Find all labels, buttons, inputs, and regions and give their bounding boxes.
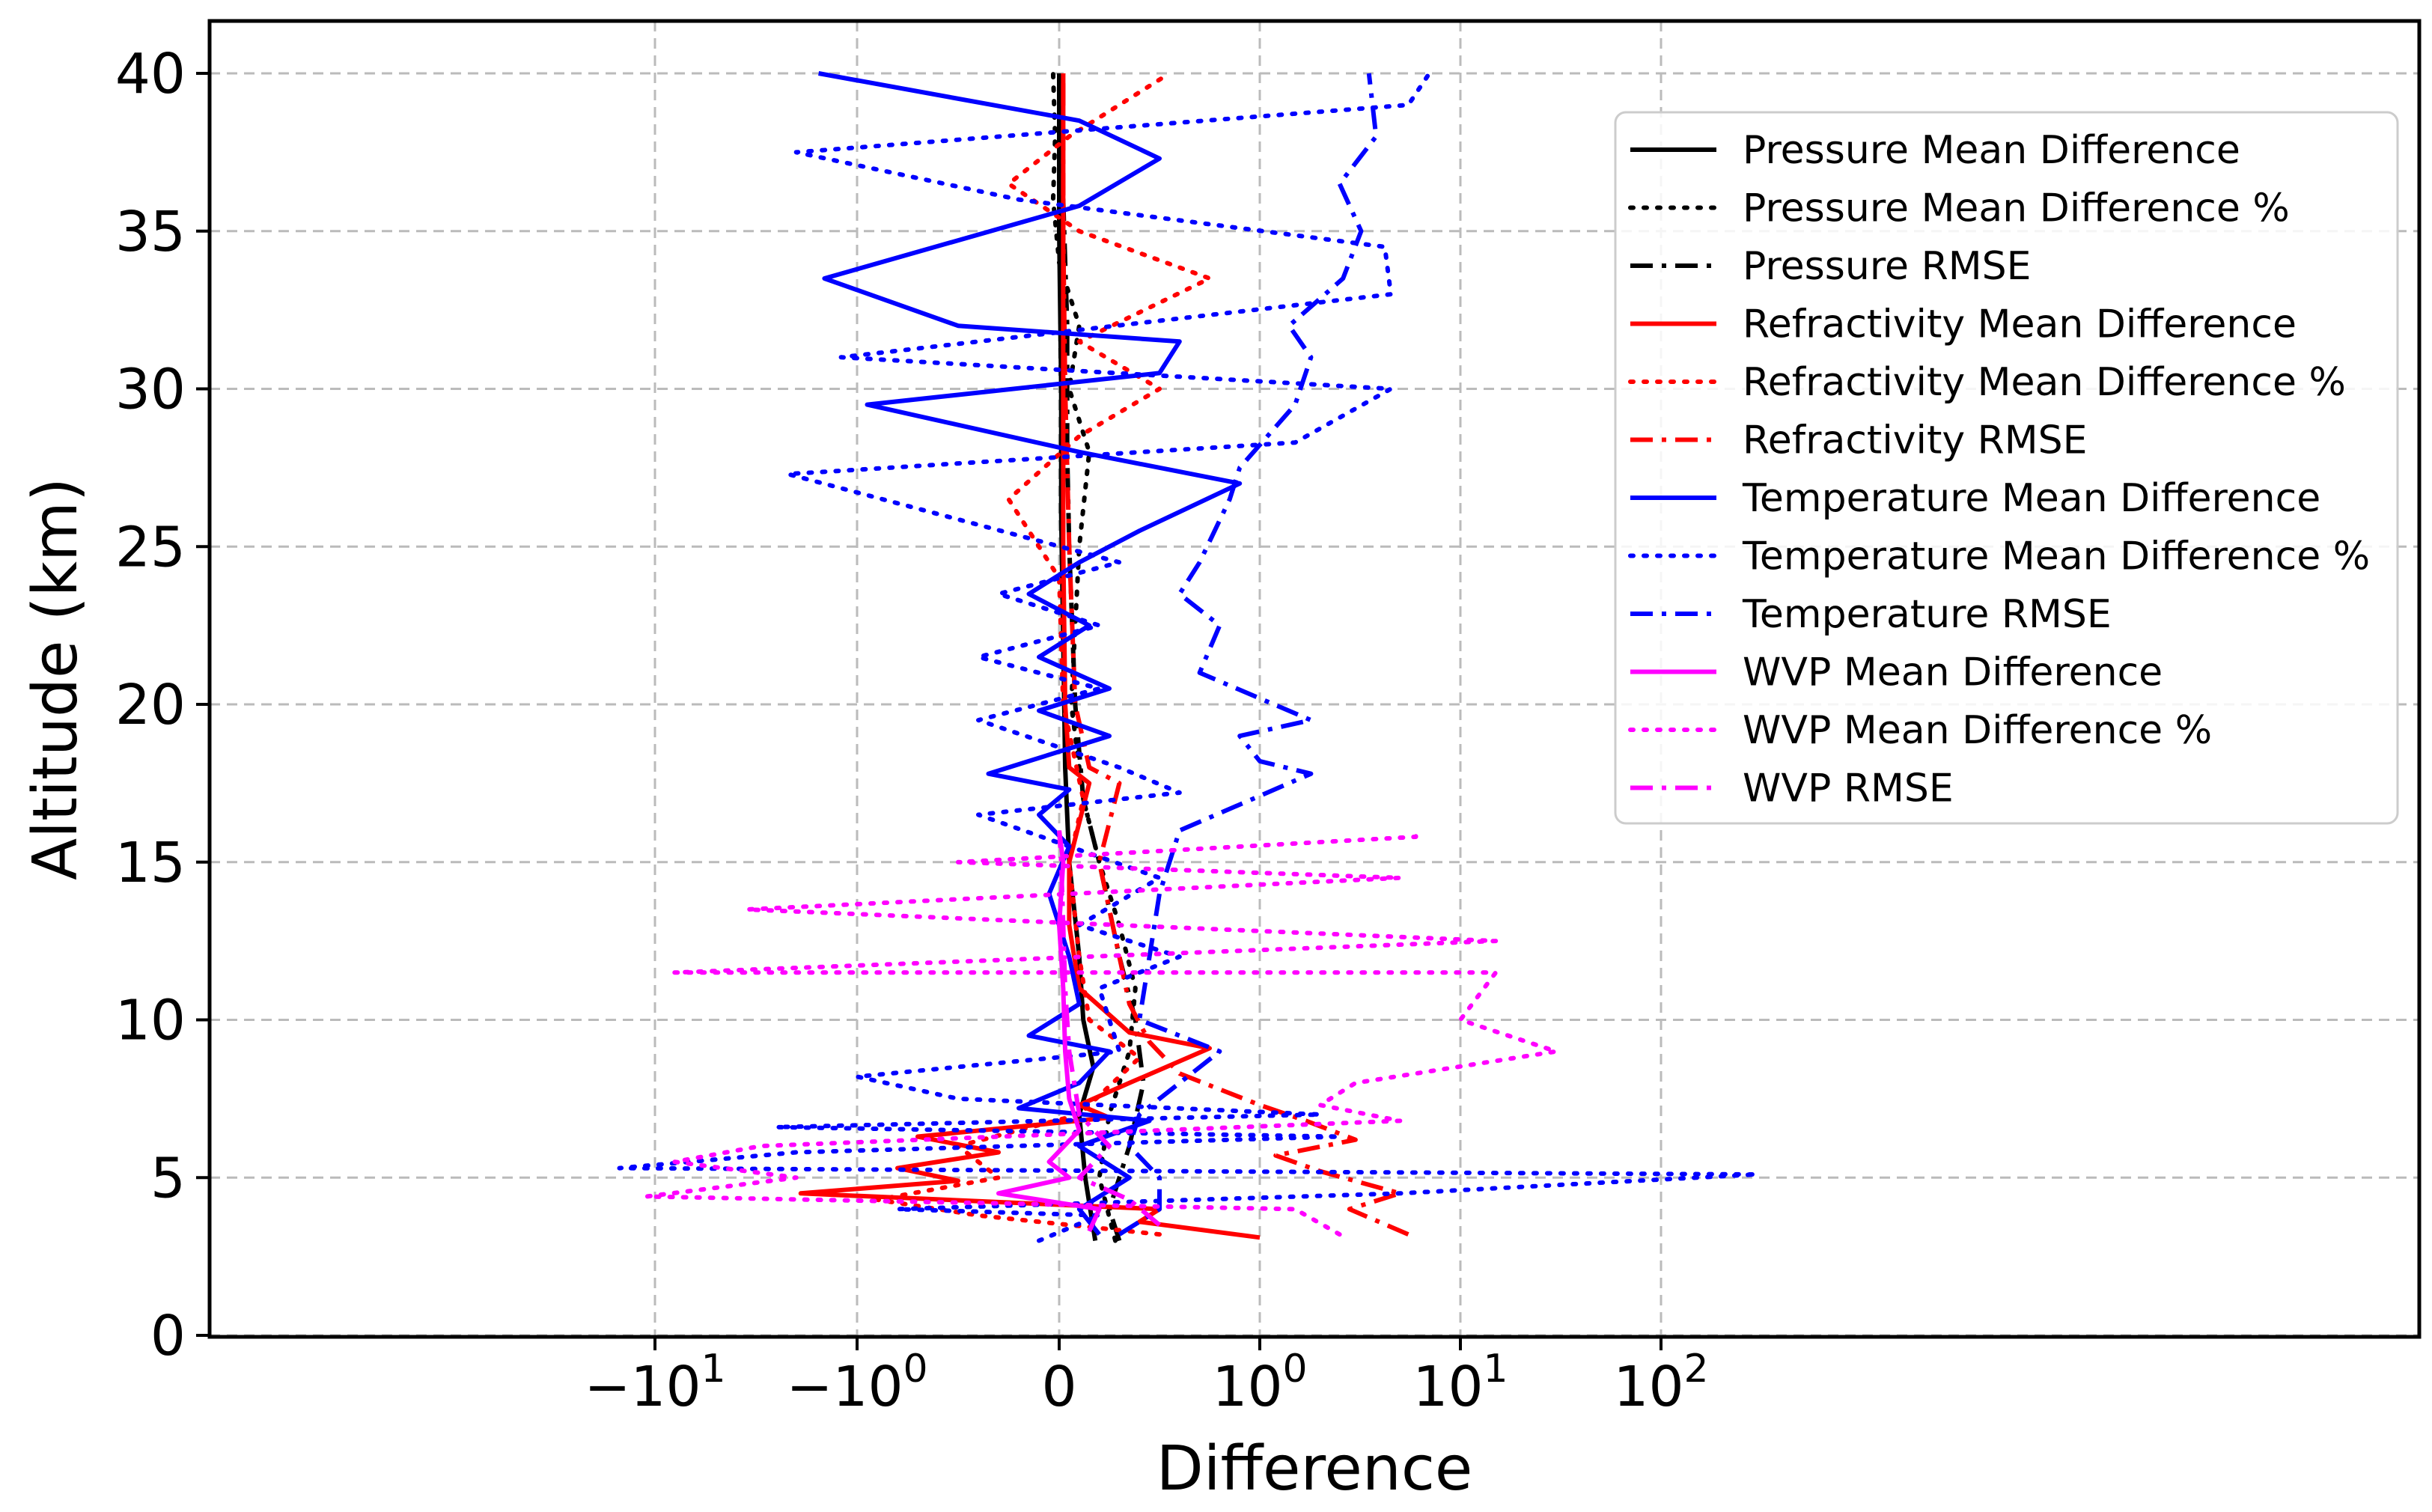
y-tick-label: 0 bbox=[150, 1304, 186, 1368]
x-tick-base: 10 bbox=[1412, 1355, 1483, 1419]
y-tick-label: 25 bbox=[115, 515, 186, 579]
series-line-6 bbox=[818, 71, 1243, 1236]
y-tick-label: 40 bbox=[115, 42, 186, 106]
legend-label: Refractivity Mean Difference bbox=[1743, 302, 2297, 347]
x-tick-exponent: 2 bbox=[1684, 1347, 1709, 1391]
x-axis-label: Difference bbox=[1156, 1433, 1473, 1505]
series-line-3 bbox=[798, 73, 1261, 1240]
x-tick-base: 10 bbox=[1212, 1355, 1282, 1419]
legend-box bbox=[1614, 111, 2399, 825]
legend-label: Temperature Mean Difference % bbox=[1742, 534, 2370, 579]
legend: Pressure Mean Difference Pressure Mean Di… bbox=[1614, 111, 2399, 825]
series-line-8 bbox=[1118, 73, 1379, 1237]
y-axis-label: Altitude (km) bbox=[20, 478, 91, 880]
plot-frame bbox=[207, 19, 2422, 1339]
legend-label: Pressure Mean Difference % bbox=[1743, 186, 2290, 231]
x-tick-exponent: 0 bbox=[1283, 1347, 1308, 1391]
series-line-2 bbox=[1058, 73, 1146, 1242]
x-tick-base: −10 bbox=[786, 1355, 903, 1419]
series-line-10 bbox=[644, 828, 1558, 1237]
x-tick-exponent: 1 bbox=[701, 1347, 726, 1391]
x-tick-base: 0 bbox=[1041, 1355, 1076, 1419]
series-line-7 bbox=[617, 71, 1759, 1243]
x-tick-label: −101 bbox=[584, 1347, 725, 1419]
legend-label: WVP RMSE bbox=[1743, 766, 1954, 811]
y-tick-label: 10 bbox=[115, 989, 186, 1053]
y-tick-label: 20 bbox=[115, 673, 186, 737]
y-axis-ticks: 0 5 10 15 20 25 30 35 40 bbox=[115, 42, 210, 1368]
legend-label: WVP Mean Difference % bbox=[1743, 708, 2212, 753]
legend-label: WVP Mean Difference bbox=[1743, 650, 2163, 695]
series-layer bbox=[617, 71, 1759, 1243]
x-tick-label: 102 bbox=[1613, 1347, 1708, 1419]
y-tick-label: 35 bbox=[115, 200, 186, 264]
series-line-9 bbox=[996, 830, 1102, 1233]
legend-label: Temperature RMSE bbox=[1742, 592, 2112, 637]
legend-label: Refractivity RMSE bbox=[1743, 418, 2088, 463]
legend-label: Temperature Mean Difference bbox=[1742, 476, 2320, 521]
y-tick-label: 15 bbox=[115, 831, 186, 895]
x-tick-label: −100 bbox=[786, 1347, 927, 1419]
legend-label: Pressure RMSE bbox=[1743, 244, 2031, 289]
x-axis-ticks: −101 −100 0 100 101 102 bbox=[584, 1337, 1709, 1419]
x-tick-exponent: 1 bbox=[1484, 1347, 1508, 1391]
legend-label: Refractivity Mean Difference % bbox=[1743, 360, 2346, 405]
series-line-4 bbox=[875, 71, 1212, 1237]
x-tick-label: 101 bbox=[1412, 1347, 1508, 1419]
x-tick-base: 10 bbox=[1613, 1355, 1683, 1419]
series-line-1 bbox=[1050, 71, 1138, 1243]
x-tick-label: 100 bbox=[1212, 1347, 1307, 1419]
x-tick-exponent: 0 bbox=[903, 1347, 928, 1391]
legend-label: Pressure Mean Difference bbox=[1743, 128, 2240, 173]
series-line-11 bbox=[1057, 830, 1161, 1227]
y-tick-label: 5 bbox=[150, 1146, 186, 1210]
x-tick-base: −10 bbox=[584, 1355, 701, 1419]
x-tick-label: 0 bbox=[1041, 1355, 1076, 1419]
y-tick-label: 30 bbox=[115, 358, 186, 422]
